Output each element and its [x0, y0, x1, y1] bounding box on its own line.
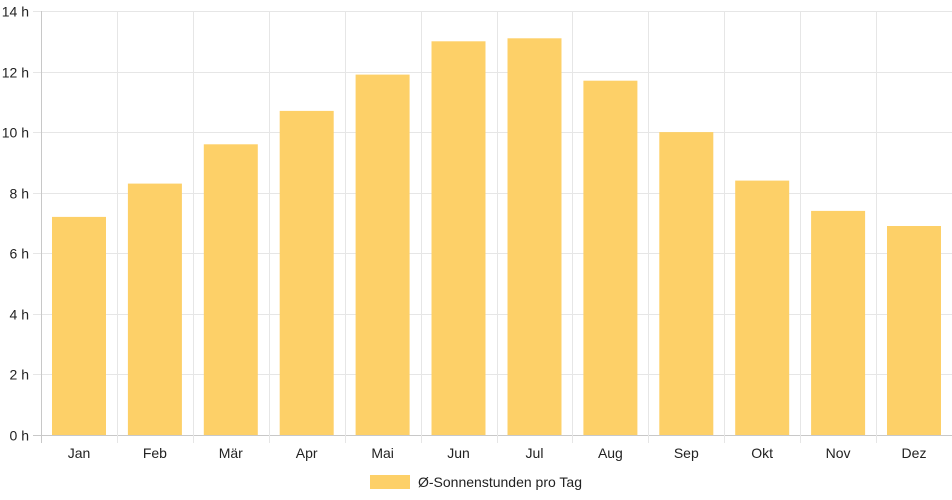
bars-layer: [52, 38, 941, 436]
x-tick-label: Mai: [371, 445, 394, 461]
bar-mai[interactable]: [355, 74, 410, 435]
bar-dez[interactable]: [887, 226, 941, 435]
bar-jun[interactable]: [431, 41, 486, 436]
y-tick-label: 2 h: [10, 367, 29, 383]
x-tick-label: Aug: [598, 445, 623, 461]
x-tick-label: Nov: [826, 445, 851, 461]
x-tick-label: Okt: [751, 445, 773, 461]
bar-nov[interactable]: [811, 210, 866, 435]
y-tick-label: 6 h: [10, 246, 29, 262]
bar-apr[interactable]: [279, 110, 334, 436]
legend[interactable]: Ø-Sonnenstunden pro Tag: [370, 474, 582, 490]
bar-okt[interactable]: [735, 180, 790, 435]
legend-swatch: [370, 475, 410, 489]
y-tick-label: 0 h: [10, 428, 29, 444]
y-tick-label: 10 h: [2, 125, 29, 141]
y-tick-label: 4 h: [10, 307, 29, 323]
x-tick-label: Feb: [143, 445, 167, 461]
bar-sep[interactable]: [659, 132, 714, 435]
x-tick-label: Mär: [219, 445, 243, 461]
x-tick-label: Jun: [447, 445, 470, 461]
x-tick-label: Apr: [296, 445, 318, 461]
x-tick-label: Dez: [902, 445, 927, 461]
x-tick-label: Jul: [526, 445, 544, 461]
y-tick-label: 14 h: [2, 4, 29, 20]
axis-layer: 0 h 2 h 4 h 6 h 8 h 10 h 12 h 14 h Jan Feb Mär Apr M…: [2, 4, 927, 462]
y-tick-label: 12 h: [2, 65, 29, 81]
x-tick-label: Sep: [674, 445, 699, 461]
y-tick-label: 8 h: [10, 186, 29, 202]
bar-mär[interactable]: [203, 144, 258, 436]
bar-feb[interactable]: [127, 183, 182, 435]
bar-jan[interactable]: [52, 216, 106, 435]
legend-label: Ø-Sonnenstunden pro Tag: [418, 474, 582, 490]
bar-jul[interactable]: [507, 38, 562, 436]
grid-layer: [33, 11, 952, 443]
bar-aug[interactable]: [583, 80, 638, 435]
x-tick-label: Jan: [68, 445, 91, 461]
